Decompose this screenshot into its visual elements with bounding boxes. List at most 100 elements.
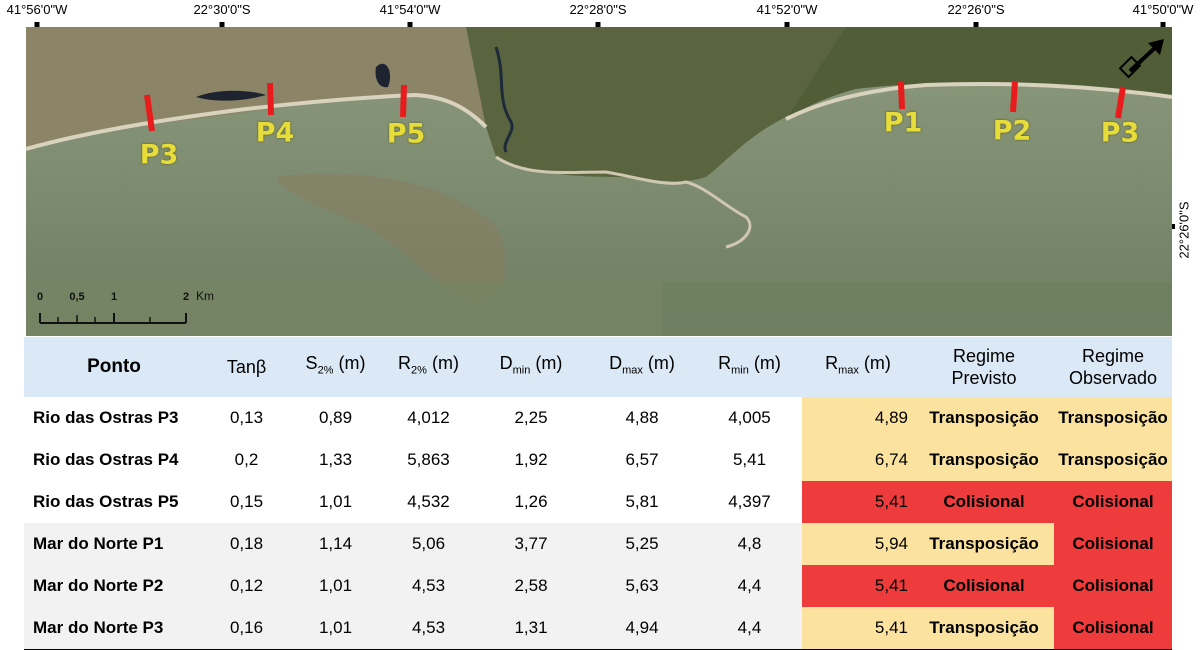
urban-land (26, 27, 496, 149)
beach-line (26, 92, 488, 151)
cell-regime-observado: Colisional (1054, 565, 1172, 607)
cell-regime-previsto: Colisional (914, 481, 1054, 523)
cell-s2: 1,01 (289, 607, 382, 650)
cell-rmax: 5,41 (802, 607, 914, 650)
sediment-plume (276, 173, 507, 302)
cell-rmin: 4,005 (728, 408, 771, 427)
cell-rmin: 4,4 (697, 607, 802, 650)
coord-label: 22°30'0"S (193, 2, 251, 17)
cell-r2: 5,863 (407, 450, 450, 469)
cell-regime-observado: Colisional (1054, 607, 1172, 650)
coord-label: 41°52'0"W (756, 2, 818, 17)
cell-regime-previsto: Transposição (914, 523, 1054, 565)
scale-tick-label: 0 (36, 291, 44, 303)
coord-label: 41°54'0"W (379, 2, 441, 17)
header-r2: R2% (m) (382, 337, 475, 397)
cell-rmax: 5,94 (802, 523, 914, 565)
north-arrow-icon (1118, 39, 1164, 79)
coord-tick (973, 22, 979, 27)
beach-line (785, 81, 1172, 121)
profile-marker-p3-mn (1115, 86, 1126, 119)
map-label-p4: P4 (255, 117, 295, 149)
cell-regime-observado: Colisional (1054, 523, 1172, 565)
coord-label: 22°26'0"S (947, 2, 1005, 17)
table-row: Mar do Norte P3 0,16 1,01 4,53 1,31 4,94… (24, 607, 1172, 650)
scale-bar (39, 313, 187, 324)
cell-tan: 0,12 (204, 565, 289, 607)
header-dmax: Dmax (m) (587, 337, 697, 397)
map-label-p5: P5 (386, 118, 426, 150)
cell-tan: 0,2 (234, 450, 259, 469)
coord-tick-right (1170, 224, 1175, 229)
cell-tan: 0,15 (229, 492, 264, 511)
cell-s2: 1,01 (289, 565, 382, 607)
cell-dmax: 4,94 (587, 607, 697, 650)
header-regime-observado: Regime Observado (1054, 337, 1172, 397)
cell-regime-observado: Colisional (1054, 481, 1172, 523)
cell-rmin: 5,41 (732, 450, 767, 469)
cell-dmin: 3,77 (475, 523, 587, 565)
mosaic-strip (26, 282, 662, 336)
scale-tick-label: 1 (110, 291, 118, 303)
cell-s2: 0,89 (318, 408, 353, 427)
profile-marker-p1 (898, 81, 905, 110)
coord-label: 41°56'0"W (6, 2, 68, 17)
results-table: Ponto Tanβ S2% (m) R2% (m) Dmin (m) Dmax… (24, 337, 1172, 650)
coord-tick (407, 22, 413, 27)
scale-unit: Km (196, 289, 214, 303)
cell-tan: 0,16 (204, 607, 289, 650)
lagoon (196, 90, 266, 101)
scale-tick-label: 2 (182, 291, 190, 303)
cell-ponto: Mar do Norte P3 (24, 607, 204, 650)
cell-rmax: 5,41 (802, 565, 914, 607)
table-row: Mar do Norte P1 0,18 1,14 5,06 3,77 5,25… (24, 523, 1172, 565)
table-row: Rio das Ostras P3 0,13 0,89 4,012 2,25 4… (24, 397, 1172, 439)
cell-regime-previsto: Transposição (914, 607, 1054, 650)
mosaic-strip (662, 282, 1172, 336)
cell-rmax: 6,74 (802, 439, 914, 481)
cell-dmax: 5,25 (587, 523, 697, 565)
cell-tan: 0,13 (229, 408, 264, 427)
cell-regime-observado: Transposição (1054, 397, 1172, 439)
cell-s2: 1,01 (318, 492, 353, 511)
map-label-p3: P3 (139, 139, 179, 171)
coord-label: 41°50'0"W (1132, 2, 1194, 17)
cell-rmin: 4,4 (697, 565, 802, 607)
east-land (786, 27, 1172, 119)
header-rmax: Rmax (m) (802, 337, 914, 397)
coord-tick (34, 22, 40, 27)
map-imagery (26, 27, 1172, 336)
rocky-shore (495, 155, 752, 249)
cell-s2: 1,14 (289, 523, 382, 565)
cell-dmax: 6,57 (625, 450, 659, 469)
lagoon (375, 63, 391, 88)
table-header-row: Ponto Tanβ S2% (m) R2% (m) Dmin (m) Dmax… (24, 337, 1172, 397)
cell-r2: 5,06 (382, 523, 475, 565)
cell-dmin: 1,31 (475, 607, 587, 650)
profile-marker-p5 (400, 84, 407, 118)
header-tan: Tanβ (204, 337, 289, 397)
header-s2: S2% (m) (289, 337, 382, 397)
coord-tick (595, 22, 601, 27)
profile-marker-p3-ro (144, 94, 155, 132)
cell-dmin: 1,26 (514, 492, 548, 511)
cell-dmax: 5,81 (625, 492, 659, 511)
cell-rmin: 4,397 (728, 492, 771, 511)
cell-ponto: Rio das Ostras P4 (33, 450, 179, 469)
table-row: Rio das Ostras P4 0,2 1,33 5,863 1,92 6,… (24, 439, 1172, 481)
cell-rmax: 4,89 (802, 397, 914, 439)
map-label-p1: P1 (883, 107, 923, 139)
coord-tick (1160, 22, 1166, 27)
cell-dmax: 5,63 (587, 565, 697, 607)
header-regime-previsto: Regime Previsto (914, 337, 1054, 397)
scale-tick-label: 0,5 (69, 291, 85, 303)
profile-marker-p4 (267, 82, 274, 116)
cell-r2: 4,53 (382, 607, 475, 650)
coord-tick (219, 22, 225, 27)
cell-dmin: 2,25 (514, 408, 548, 427)
table-row: Mar do Norte P2 0,12 1,01 4,53 2,58 5,63… (24, 565, 1172, 607)
cell-regime-previsto: Transposição (914, 439, 1054, 481)
cell-dmax: 4,88 (625, 408, 659, 427)
cell-dmin: 1,92 (514, 450, 548, 469)
cell-r2: 4,532 (407, 492, 450, 511)
